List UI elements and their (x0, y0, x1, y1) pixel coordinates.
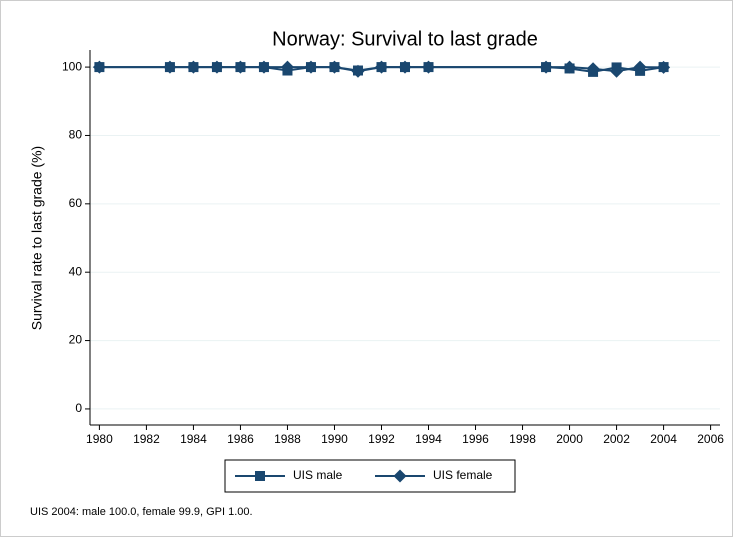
x-tick-label: 1984 (180, 432, 207, 446)
note: UIS 2004: male 100.0, female 99.9, GPI 1… (30, 506, 253, 518)
x-tick-label: 2000 (556, 432, 583, 446)
point (92, 60, 106, 74)
point (351, 64, 365, 78)
point (327, 60, 341, 74)
x-tick-label: 1988 (274, 432, 301, 446)
point (610, 64, 624, 78)
point (304, 60, 318, 74)
point (657, 60, 671, 74)
x-tick-label: 1990 (321, 432, 348, 446)
y-tick-label: 80 (69, 128, 83, 142)
x-tick-label: 1980 (86, 432, 113, 446)
point (422, 60, 436, 74)
legend-marker (393, 469, 407, 483)
x-tick-label: 1994 (415, 432, 442, 446)
x-tick-label: 1996 (462, 432, 489, 446)
point (586, 62, 600, 76)
chart-title: Norway: Survival to last grade (272, 28, 538, 50)
x-tick-label: 1986 (227, 432, 254, 446)
legend-marker (255, 471, 265, 481)
y-tick-label: 20 (69, 333, 83, 347)
point (163, 60, 177, 74)
y-tick-label: 60 (69, 196, 83, 210)
y-tick-label: 100 (62, 59, 82, 73)
y-axis-label: Survival rate to last grade (%) (29, 146, 45, 330)
y-tick-label: 0 (75, 401, 82, 415)
point (186, 60, 200, 74)
point (233, 60, 247, 74)
x-tick-label: 2002 (603, 432, 630, 446)
x-tick-label: 2004 (650, 432, 677, 446)
x-tick-label: 1992 (368, 432, 395, 446)
legend-label: UIS female (433, 468, 493, 482)
point (398, 60, 412, 74)
x-tick-label: 2006 (697, 432, 724, 446)
point (374, 60, 388, 74)
x-tick-label: 1982 (133, 432, 160, 446)
point (210, 60, 224, 74)
y-tick-label: 40 (69, 264, 83, 278)
x-tick-label: 1998 (509, 432, 536, 446)
point (257, 60, 271, 74)
point (633, 60, 647, 74)
point (539, 60, 553, 74)
point (280, 60, 294, 74)
point (563, 60, 577, 74)
legend-label: UIS male (293, 468, 343, 482)
